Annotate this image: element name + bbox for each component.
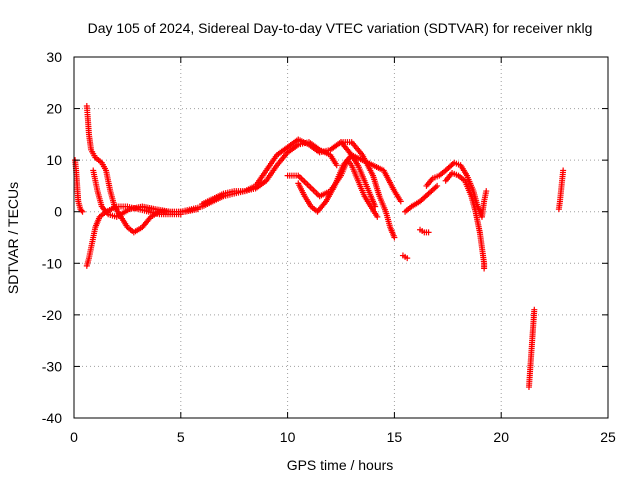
data-point (560, 167, 567, 174)
y-tick-label: -20 (42, 307, 62, 323)
data-point (531, 306, 538, 313)
series-arc-late-4 (423, 159, 490, 220)
y-axis-label: SDTVAR / TECUs (5, 182, 21, 294)
x-tick-label: 15 (387, 429, 403, 445)
x-tick-label: 0 (70, 429, 78, 445)
series-arc-mid-5 (338, 139, 379, 210)
x-tick-label: 10 (280, 429, 296, 445)
chart-title: Day 105 of 2024, Sidereal Day-to-day VTE… (88, 20, 593, 36)
y-tick-label: -10 (42, 255, 62, 271)
data-point (404, 255, 411, 262)
plot-frame (73, 56, 609, 419)
data-point (434, 182, 441, 189)
series-arc-mid-2 (199, 136, 398, 241)
x-tick-label: 20 (493, 429, 509, 445)
data-point (425, 229, 432, 236)
data-point (374, 213, 381, 220)
data-point (333, 162, 340, 169)
series-arc-late-1 (399, 252, 411, 262)
y-tick-label: 10 (46, 152, 62, 168)
data-point (481, 265, 488, 272)
series-arc-late-2 (402, 182, 441, 215)
data-point (397, 198, 404, 205)
series-arc-late-3 (417, 226, 432, 236)
data-point (372, 203, 379, 210)
series-arc-mid-4 (295, 151, 404, 215)
data-point (391, 234, 398, 241)
series-arc-early-4 (90, 167, 201, 220)
y-tick-label: 30 (46, 49, 62, 65)
x-tick-label: 25 (600, 429, 616, 445)
y-tick-label: 20 (46, 101, 62, 117)
series-arc-late-5 (442, 170, 488, 272)
data-point (78, 207, 85, 214)
x-axis-label: GPS time / hours (287, 457, 394, 473)
y-tick-label: -40 (42, 410, 62, 426)
series-arc-late-6 (525, 306, 538, 391)
data-point (483, 188, 490, 195)
y-tick-label: -30 (42, 358, 62, 374)
data-point (79, 208, 86, 215)
x-tick-label: 5 (177, 429, 185, 445)
y-tick-label: 0 (54, 204, 62, 220)
series-arc-late-7 (555, 167, 567, 213)
